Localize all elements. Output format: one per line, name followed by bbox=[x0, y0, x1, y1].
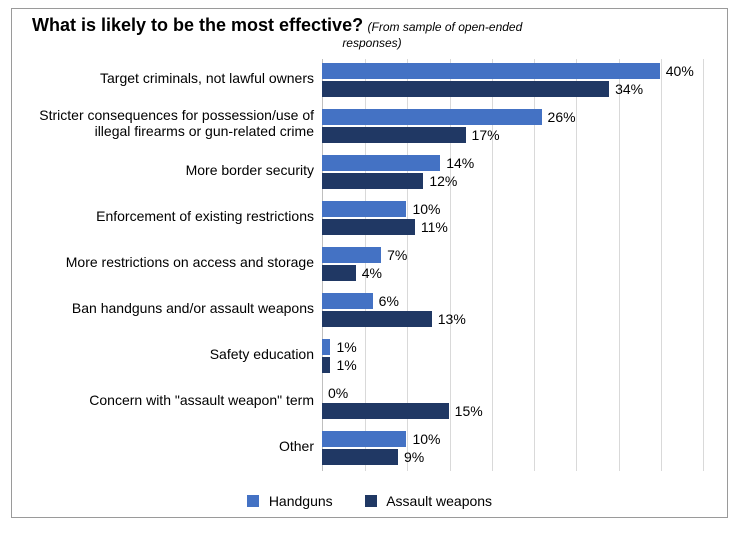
value-label: 1% bbox=[336, 339, 356, 355]
value-label: 4% bbox=[362, 265, 382, 281]
legend: Handguns Assault weapons bbox=[12, 493, 727, 511]
bar-assault bbox=[322, 219, 415, 235]
chart-title: What is likely to be the most effective? bbox=[32, 15, 363, 35]
value-label: 10% bbox=[412, 431, 440, 447]
gridline bbox=[619, 59, 620, 471]
bar-handguns bbox=[322, 293, 373, 309]
category-label: Stricter consequences for possession/use… bbox=[24, 107, 314, 139]
chart-title-block: What is likely to be the most effective?… bbox=[32, 15, 712, 50]
bar-assault bbox=[322, 127, 466, 143]
bar-assault bbox=[322, 357, 330, 373]
gridline bbox=[661, 59, 662, 471]
bar-assault bbox=[322, 173, 423, 189]
bar-assault bbox=[322, 449, 398, 465]
bar-assault bbox=[322, 265, 356, 281]
bar-assault bbox=[322, 81, 609, 97]
gridline bbox=[703, 59, 704, 471]
bar-handguns bbox=[322, 155, 440, 171]
category-label: Target criminals, not lawful owners bbox=[24, 70, 314, 86]
bar-handguns bbox=[322, 63, 660, 79]
chart-container: What is likely to be the most effective?… bbox=[11, 8, 728, 518]
bar-assault bbox=[322, 403, 449, 419]
category-label: Concern with "assault weapon" term bbox=[84, 392, 314, 408]
legend-swatch-assault bbox=[365, 495, 377, 507]
value-label: 34% bbox=[615, 81, 643, 97]
legend-label-handguns: Handguns bbox=[269, 493, 333, 509]
value-label: 40% bbox=[666, 63, 694, 79]
chart-subtitle-1: (From sample of open-ended bbox=[368, 20, 523, 34]
value-label: 14% bbox=[446, 155, 474, 171]
value-label: 10% bbox=[412, 201, 440, 217]
chart-subtitle-2: responses) bbox=[252, 36, 492, 50]
bar-handguns bbox=[322, 247, 381, 263]
value-label: 12% bbox=[429, 173, 457, 189]
value-label: 15% bbox=[455, 403, 483, 419]
legend-label-assault: Assault weapons bbox=[386, 493, 492, 509]
category-label: More border security bbox=[134, 162, 314, 178]
value-label: 1% bbox=[336, 357, 356, 373]
category-label: Other bbox=[234, 438, 314, 454]
value-label: 17% bbox=[472, 127, 500, 143]
category-label: Ban handguns and/or assault weapons bbox=[54, 300, 314, 316]
legend-item-handguns: Handguns bbox=[247, 493, 333, 509]
category-label: Safety education bbox=[174, 346, 314, 362]
bar-assault bbox=[322, 311, 432, 327]
category-label: More restrictions on access and storage bbox=[54, 254, 314, 270]
value-label: 13% bbox=[438, 311, 466, 327]
legend-swatch-handguns bbox=[247, 495, 259, 507]
bar-handguns bbox=[322, 431, 406, 447]
value-label: 6% bbox=[379, 293, 399, 309]
value-label: 26% bbox=[548, 109, 576, 125]
value-label: 9% bbox=[404, 449, 424, 465]
bar-handguns bbox=[322, 201, 406, 217]
value-label: 7% bbox=[387, 247, 407, 263]
gridline bbox=[576, 59, 577, 471]
bar-handguns bbox=[322, 339, 330, 355]
value-label: 11% bbox=[421, 219, 448, 235]
bar-handguns bbox=[322, 109, 542, 125]
category-label: Enforcement of existing restrictions bbox=[74, 208, 314, 224]
value-label: 0% bbox=[328, 385, 348, 401]
legend-item-assault: Assault weapons bbox=[365, 493, 492, 509]
